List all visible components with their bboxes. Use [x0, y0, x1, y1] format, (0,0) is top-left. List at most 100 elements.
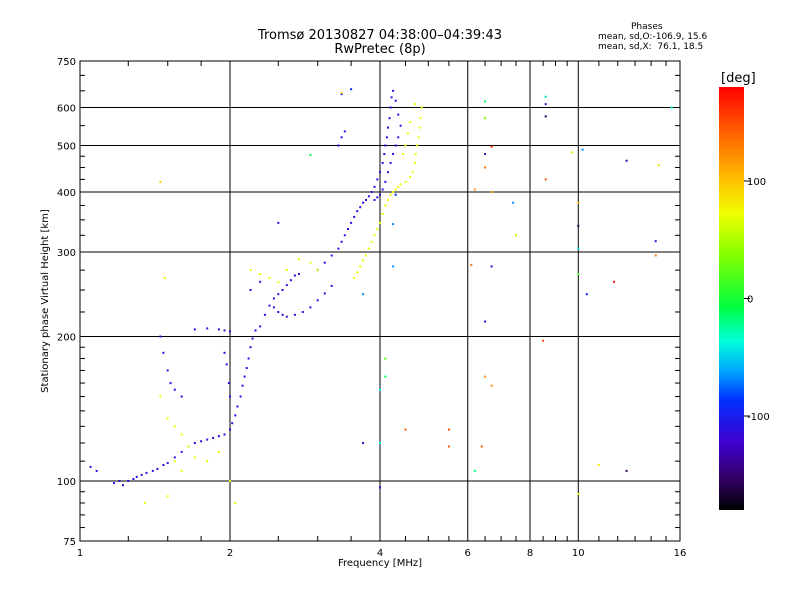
data-point-o: [399, 124, 402, 127]
data-point-x: [217, 450, 220, 453]
data-point-noise: [654, 254, 657, 257]
data-point-o: [180, 395, 183, 398]
data-point-x: [406, 132, 409, 135]
data-point-o: [169, 382, 172, 385]
data-point-noise: [654, 240, 657, 243]
data-point-x: [417, 136, 420, 139]
data-point-o: [359, 206, 362, 209]
data-point-noise: [625, 159, 628, 162]
data-point-o: [277, 311, 280, 313]
data-point-o: [379, 171, 381, 174]
data-point-x: [159, 395, 162, 398]
data-point-o: [350, 221, 353, 224]
data-point-o: [263, 313, 266, 316]
data-point-x: [399, 183, 402, 186]
data-point-o: [217, 435, 220, 438]
data-point-o: [389, 161, 392, 164]
data-point-o: [173, 388, 176, 391]
data-point-o: [247, 357, 250, 360]
data-point-x: [166, 417, 169, 420]
data-point-noise: [447, 428, 450, 431]
phase-legend: Phases mean, sd,O:-106.9, 15.6 mean, sd,…: [598, 22, 707, 52]
data-point-noise: [484, 100, 487, 103]
data-point-o: [373, 199, 376, 201]
data-point-o: [122, 484, 124, 487]
data-point-noise: [384, 375, 387, 378]
y-tick-label: 750: [57, 57, 76, 68]
data-point-x: [419, 117, 422, 120]
data-point-o: [385, 136, 388, 139]
data-point-x: [413, 161, 416, 164]
data-point-noise: [570, 151, 573, 154]
data-point-o: [225, 363, 228, 366]
data-point-o: [272, 306, 275, 309]
data-point-x: [373, 234, 376, 237]
data-point-o: [343, 234, 346, 237]
x-tick-label: 4: [377, 548, 383, 559]
y-tick-label: 75: [63, 537, 76, 548]
data-point-o: [316, 299, 319, 302]
data-point-x: [379, 221, 381, 224]
data-point-o: [234, 414, 237, 417]
data-point-noise: [670, 106, 673, 109]
data-point-x: [402, 153, 405, 155]
data-point-noise: [544, 103, 547, 106]
data-point-o: [323, 261, 326, 264]
data-point-o: [301, 311, 304, 313]
data-point-o: [340, 240, 343, 243]
data-point-x: [389, 193, 392, 196]
data-point-o: [254, 329, 257, 332]
data-point-o: [397, 136, 400, 139]
data-point-o: [376, 178, 379, 181]
grid-lines: [80, 61, 680, 541]
colorbar-tick-label: -100: [747, 412, 770, 423]
data-point-x: [277, 280, 280, 283]
data-point-noise: [585, 293, 588, 296]
data-point-o: [223, 351, 226, 354]
data-point-noise: [544, 178, 547, 181]
data-point-o: [193, 328, 196, 331]
data-point-o: [373, 185, 376, 188]
data-point-x: [143, 502, 146, 504]
data-point-x: [414, 153, 417, 155]
data-point-o: [389, 106, 392, 109]
data-point-x: [384, 204, 387, 207]
data-point-o: [249, 346, 252, 349]
data-point-o: [166, 369, 169, 372]
data-point-x: [409, 120, 412, 123]
data-point-x: [404, 144, 407, 147]
data-point-o: [229, 428, 231, 431]
data-point-x: [180, 433, 183, 436]
data-point-noise: [490, 384, 493, 387]
data-point-x: [409, 176, 412, 178]
data-point-x: [381, 213, 384, 215]
data-point-x: [206, 460, 209, 463]
data-point-x: [353, 276, 356, 279]
data-point-x: [166, 495, 169, 498]
data-points: [89, 88, 673, 504]
data-point-noise: [490, 191, 493, 193]
data-point-x: [420, 106, 423, 109]
data-point-noise: [484, 166, 487, 169]
y-tick-label: 100: [57, 477, 76, 488]
data-point-noise: [379, 442, 381, 444]
data-point-x: [376, 228, 379, 230]
data-point-o: [387, 171, 389, 174]
data-point-x: [362, 259, 365, 262]
data-point-x: [367, 247, 370, 250]
data-point-o: [200, 440, 203, 443]
chart-subtitle: RwPretec (8p): [334, 42, 426, 57]
data-point-o: [309, 306, 312, 309]
x-axis-label: Frequency [MHz]: [338, 558, 422, 569]
data-point-x: [249, 269, 252, 272]
data-point-noise: [480, 445, 483, 448]
data-point-noise: [515, 234, 517, 237]
data-point-noise: [473, 469, 476, 472]
phase-legend-x: mean, sd,X: 76.1, 18.5: [598, 42, 704, 52]
data-point-x: [411, 171, 414, 174]
data-point-o: [236, 405, 239, 408]
data-point-o: [384, 144, 387, 147]
data-point-o: [193, 442, 196, 444]
data-point-noise: [340, 91, 343, 94]
data-point-o: [392, 89, 395, 92]
